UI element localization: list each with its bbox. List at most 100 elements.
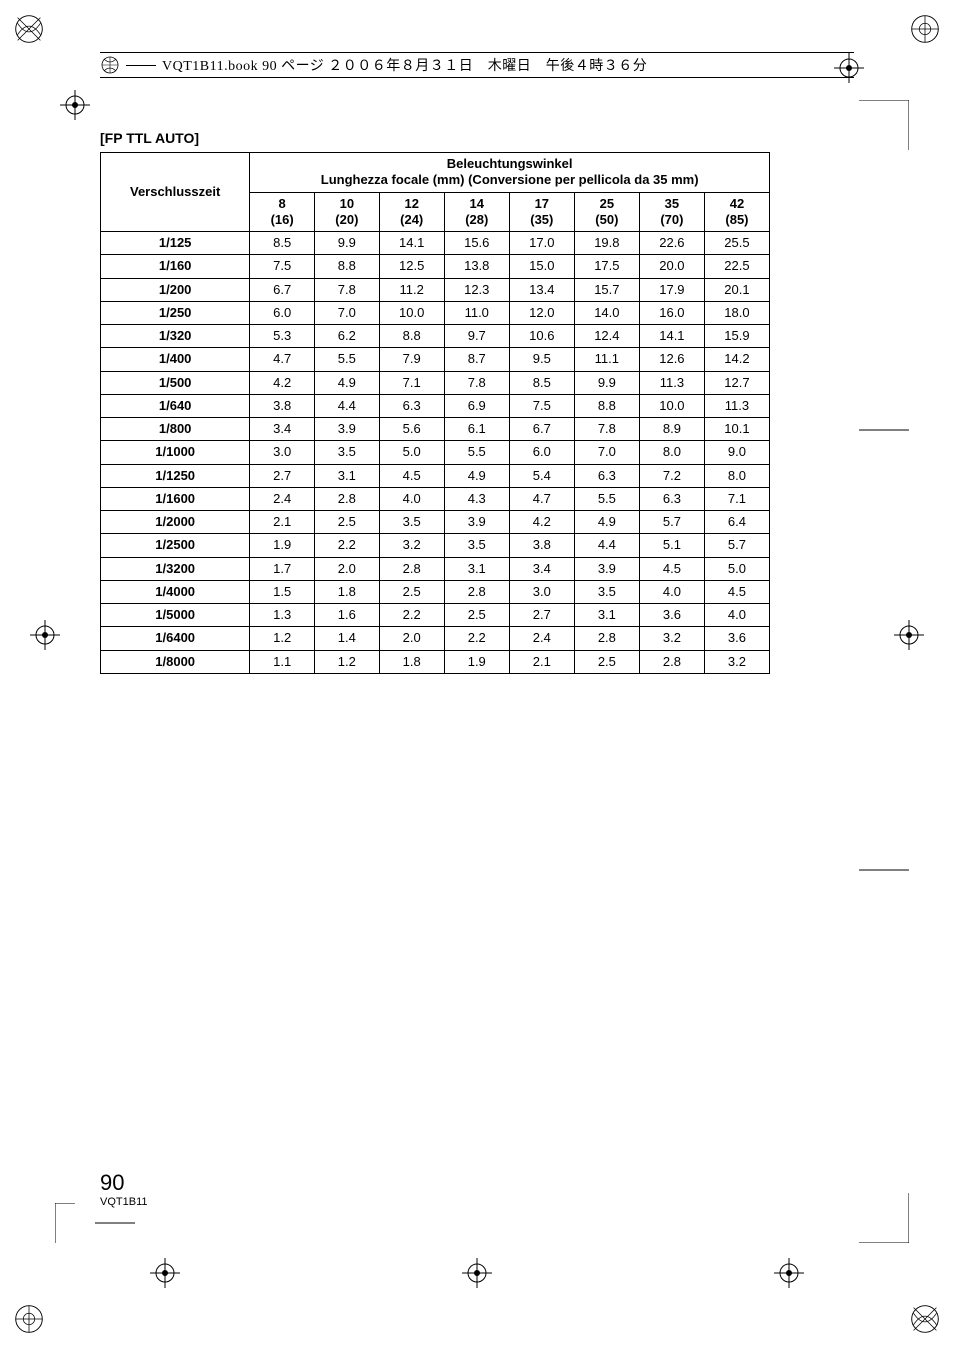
page-header: VQT1B11.book 90 ページ ２００６年８月３１日 木曜日 午後４時３… xyxy=(100,52,854,78)
data-cell: 2.4 xyxy=(509,627,574,650)
data-cell: 3.9 xyxy=(444,511,509,534)
reg-cross-mid-right xyxy=(894,620,924,650)
data-cell: 1.8 xyxy=(315,580,380,603)
data-cell: 12.3 xyxy=(444,278,509,301)
content-area: [FP TTL AUTO] Verschlusszeit Beleuchtung… xyxy=(100,130,770,674)
row-label: 1/500 xyxy=(101,371,250,394)
data-cell: 3.0 xyxy=(250,441,315,464)
data-cell: 12.5 xyxy=(379,255,444,278)
table-row: 1/2006.77.811.212.313.415.717.920.1 xyxy=(101,278,770,301)
row-label: 1/640 xyxy=(101,394,250,417)
data-cell: 5.6 xyxy=(379,418,444,441)
table-row: 1/3205.36.28.89.710.612.414.115.9 xyxy=(101,325,770,348)
data-cell: 17.0 xyxy=(509,232,574,255)
guide-number-table: Verschlusszeit Beleuchtungswinkel Lunghe… xyxy=(100,152,770,674)
data-cell: 4.2 xyxy=(250,371,315,394)
focal-col-header: 42(85) xyxy=(704,192,769,232)
data-cell: 12.6 xyxy=(639,348,704,371)
data-cell: 7.1 xyxy=(704,487,769,510)
data-cell: 4.5 xyxy=(639,557,704,580)
reg-cross-upper-left xyxy=(60,90,90,120)
data-cell: 15.0 xyxy=(509,255,574,278)
data-cell: 3.1 xyxy=(574,604,639,627)
reg-mark-top-right xyxy=(906,10,944,48)
row-label: 1/250 xyxy=(101,301,250,324)
data-cell: 9.9 xyxy=(315,232,380,255)
data-cell: 16.0 xyxy=(639,301,704,324)
data-cell: 2.2 xyxy=(315,534,380,557)
data-cell: 4.0 xyxy=(704,604,769,627)
data-cell: 12.7 xyxy=(704,371,769,394)
row-label: 1/400 xyxy=(101,348,250,371)
data-cell: 13.8 xyxy=(444,255,509,278)
table-row: 1/5004.24.97.17.88.59.911.312.7 xyxy=(101,371,770,394)
row-label: 1/200 xyxy=(101,278,250,301)
table-row: 1/1607.58.812.513.815.017.520.022.5 xyxy=(101,255,770,278)
table-corner-label: Verschlusszeit xyxy=(101,153,250,232)
data-cell: 8.0 xyxy=(704,464,769,487)
data-cell: 6.0 xyxy=(509,441,574,464)
data-cell: 7.5 xyxy=(509,394,574,417)
data-cell: 6.0 xyxy=(250,301,315,324)
data-cell: 1.5 xyxy=(250,580,315,603)
data-cell: 11.3 xyxy=(639,371,704,394)
header-line xyxy=(126,65,156,66)
data-cell: 7.8 xyxy=(315,278,380,301)
row-label: 1/3200 xyxy=(101,557,250,580)
data-cell: 11.0 xyxy=(444,301,509,324)
data-cell: 3.9 xyxy=(574,557,639,580)
row-label: 1/125 xyxy=(101,232,250,255)
data-cell: 4.0 xyxy=(379,487,444,510)
reg-mark-bottom-left xyxy=(10,1300,48,1338)
data-cell: 20.0 xyxy=(639,255,704,278)
table-row: 1/1258.59.914.115.617.019.822.625.5 xyxy=(101,232,770,255)
table-row: 1/6403.84.46.36.97.58.810.011.3 xyxy=(101,394,770,417)
table-row: 1/25001.92.23.23.53.84.45.15.7 xyxy=(101,534,770,557)
row-label: 1/160 xyxy=(101,255,250,278)
data-cell: 2.2 xyxy=(444,627,509,650)
data-cell: 4.9 xyxy=(315,371,380,394)
row-label: 1/1250 xyxy=(101,464,250,487)
data-cell: 9.9 xyxy=(574,371,639,394)
table-row: 1/8003.43.95.66.16.77.88.910.1 xyxy=(101,418,770,441)
data-cell: 10.0 xyxy=(639,394,704,417)
reg-mark-top-left xyxy=(10,10,48,48)
data-cell: 6.2 xyxy=(315,325,380,348)
data-cell: 5.0 xyxy=(379,441,444,464)
header-text: VQT1B11.book 90 ページ ２００６年８月３１日 木曜日 午後４時３… xyxy=(162,55,854,75)
data-cell: 2.1 xyxy=(250,511,315,534)
row-label: 1/320 xyxy=(101,325,250,348)
data-cell: 15.7 xyxy=(574,278,639,301)
data-cell: 4.3 xyxy=(444,487,509,510)
data-cell: 3.5 xyxy=(379,511,444,534)
page-footer: 90 VQT1B11 xyxy=(100,1170,148,1208)
data-cell: 3.1 xyxy=(315,464,380,487)
data-cell: 7.1 xyxy=(379,371,444,394)
data-cell: 5.3 xyxy=(250,325,315,348)
row-label: 1/5000 xyxy=(101,604,250,627)
data-cell: 2.5 xyxy=(379,580,444,603)
data-cell: 19.8 xyxy=(574,232,639,255)
data-cell: 17.5 xyxy=(574,255,639,278)
row-label: 1/1600 xyxy=(101,487,250,510)
data-cell: 3.1 xyxy=(444,557,509,580)
data-cell: 1.8 xyxy=(379,650,444,673)
data-cell: 6.9 xyxy=(444,394,509,417)
table-row: 1/32001.72.02.83.13.43.94.55.0 xyxy=(101,557,770,580)
data-cell: 11.3 xyxy=(704,394,769,417)
data-cell: 14.0 xyxy=(574,301,639,324)
data-cell: 12.4 xyxy=(574,325,639,348)
data-cell: 1.9 xyxy=(250,534,315,557)
data-cell: 3.4 xyxy=(509,557,574,580)
data-cell: 5.7 xyxy=(639,511,704,534)
data-cell: 4.0 xyxy=(639,580,704,603)
data-cell: 10.1 xyxy=(704,418,769,441)
data-cell: 3.8 xyxy=(509,534,574,557)
data-cell: 7.0 xyxy=(315,301,380,324)
data-cell: 9.7 xyxy=(444,325,509,348)
data-cell: 11.2 xyxy=(379,278,444,301)
data-cell: 7.8 xyxy=(444,371,509,394)
data-cell: 6.1 xyxy=(444,418,509,441)
row-label: 1/1000 xyxy=(101,441,250,464)
data-cell: 4.4 xyxy=(574,534,639,557)
